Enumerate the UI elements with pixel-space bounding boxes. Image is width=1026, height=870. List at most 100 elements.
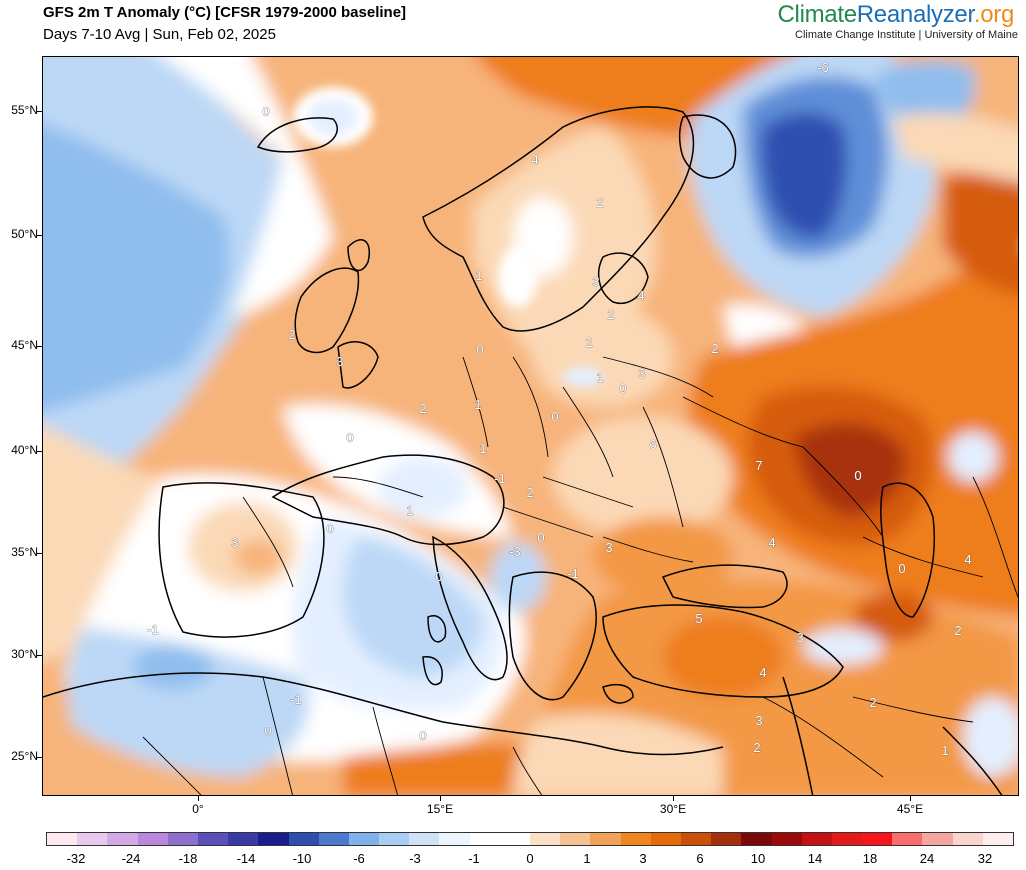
coastline	[432, 535, 508, 681]
brand-logo[interactable]: ClimateReanalyzer.org	[778, 1, 1015, 29]
lat-label: 30°N	[11, 647, 38, 661]
colorbar-label: -32	[66, 851, 86, 866]
colorbar-segment	[741, 833, 772, 845]
contour-label: 3	[592, 274, 599, 289]
coastline	[347, 239, 370, 272]
country-border	[262, 676, 293, 795]
colorbar-segment	[47, 833, 78, 845]
gulf-cool-light	[963, 697, 1018, 777]
contour-label: 4	[768, 535, 775, 550]
contour-label: 7	[755, 458, 762, 473]
contour-label: 2	[753, 740, 760, 755]
contour-label: 0	[537, 530, 544, 545]
contour-label: 6	[649, 437, 656, 452]
country-borders	[142, 356, 1018, 795]
anomaly-map[interactable]: 0 -6 4 2 1 2 3 3 4 2 2 2 0 3 0 1 1 0 2 0 1 6 7 0 -1 2 1 0 -3 0 3 4 3 4 0 -1…	[42, 56, 1019, 796]
volga-warm-max	[793, 423, 906, 517]
coastline	[782, 676, 814, 795]
lat-tick	[37, 553, 42, 554]
colorbar-label: 18	[862, 851, 878, 866]
brand-part-org: .org	[973, 1, 1014, 28]
contour-label: 1	[479, 441, 486, 456]
coastline	[602, 684, 634, 704]
lat-tick	[37, 346, 42, 347]
country-border	[512, 356, 549, 458]
colorbar-segment	[439, 833, 470, 845]
map-subtitle: Days 7-10 Avg | Sun, Feb 02, 2025	[43, 26, 276, 43]
colorbar-segment	[469, 833, 500, 845]
contour-label: 0	[898, 561, 905, 576]
lat-label: 25°N	[11, 749, 38, 763]
country-border	[462, 356, 489, 448]
lon-label: 15°E	[426, 802, 454, 816]
contour-label: 1	[474, 397, 481, 412]
contour-label: 3	[755, 713, 762, 728]
country-border	[372, 706, 398, 795]
alps-cool-light	[378, 457, 468, 517]
med-cool	[343, 537, 483, 677]
colorbar-segment	[197, 833, 229, 845]
colorbar	[46, 832, 1014, 846]
colorbar-label: 0	[526, 851, 534, 866]
coastline	[508, 571, 597, 701]
contour-label: 1	[475, 268, 482, 283]
country-border	[972, 476, 1018, 598]
colorbar-label: 10	[750, 851, 766, 866]
coastline	[597, 252, 649, 304]
coastline	[158, 482, 325, 638]
colorbar-label: 32	[977, 851, 993, 866]
caucasus-cool-light	[803, 629, 883, 665]
country-border	[502, 506, 594, 538]
russia-cold-core	[760, 112, 847, 238]
country-border	[802, 446, 884, 538]
country-border	[642, 406, 684, 528]
brand-subtitle: Climate Change Institute | University of…	[795, 29, 1018, 41]
colorbar-segment	[650, 833, 681, 845]
lat-tick	[37, 655, 42, 656]
anomaly-field-detail	[293, 87, 603, 387]
contour-label: 4	[759, 665, 766, 680]
colorbar-label: -3	[409, 851, 421, 866]
lon-tick	[910, 796, 911, 801]
contour-label: 2	[954, 623, 961, 638]
country-border	[862, 536, 984, 578]
lon-tick	[198, 796, 199, 801]
colorbar-segment	[711, 833, 742, 845]
colorbar-label: -10	[292, 851, 312, 866]
contour-label: 2	[869, 695, 876, 710]
coastline	[942, 726, 1003, 795]
colorbar-label: -24	[121, 851, 141, 866]
colorbar-segment	[258, 833, 289, 845]
colorbar-label: 24	[919, 851, 935, 866]
colorbar-segment	[288, 833, 319, 845]
contour-label: 2	[711, 341, 718, 356]
colorbar-segment	[560, 833, 591, 845]
contour-label: 5	[695, 611, 702, 626]
contour-label: -6	[817, 60, 829, 75]
colorbar-label: 14	[807, 851, 823, 866]
contour-label: 3	[231, 535, 238, 550]
contour-label: 0	[476, 342, 483, 357]
colorbar-segment	[530, 833, 561, 845]
atlas-cool-mid	[133, 645, 213, 689]
contour-label: 4	[964, 552, 971, 567]
country-border	[542, 476, 634, 508]
urals-warm-light	[893, 113, 1018, 182]
country-border	[852, 696, 974, 723]
lon-label: 0°	[192, 802, 204, 816]
colorbar-segment	[771, 833, 802, 845]
lat-tick	[37, 235, 42, 236]
contour-label: -1	[290, 692, 302, 707]
lat-label: 50°N	[11, 227, 38, 241]
contour-label: 1	[941, 743, 948, 758]
caucasus-warm-deep	[853, 592, 933, 642]
contour-label: 0	[551, 409, 558, 424]
contour-label: 0	[419, 728, 426, 743]
contour-label: 4	[531, 152, 538, 167]
contour-label: 2	[288, 327, 295, 342]
colorbar-segment	[801, 833, 832, 845]
anatolia-warm-strong	[663, 617, 783, 697]
colorbar-segment	[409, 833, 440, 845]
